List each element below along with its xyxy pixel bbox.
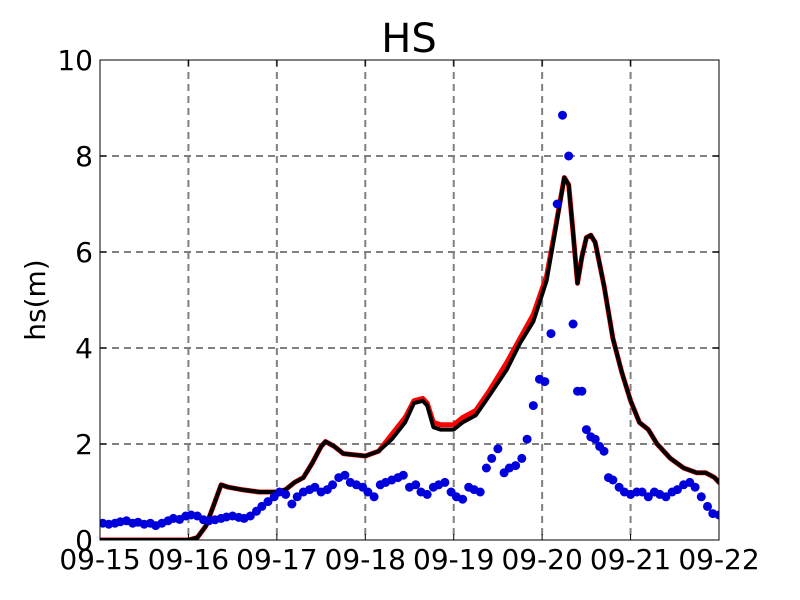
x-tick-label: 09-17	[236, 543, 317, 576]
data-point	[422, 489, 432, 499]
axis-ticks: 09-15 09-16 09-17 09-18 09-19 09-20 09-21 09-22…	[57, 44, 759, 576]
data-point	[608, 475, 618, 485]
data-point	[774, 511, 783, 520]
data-point	[292, 492, 302, 502]
y-tick-label: 2	[75, 428, 93, 461]
x-tick-label: 09-18	[325, 543, 406, 576]
data-point	[637, 487, 647, 497]
data-point	[577, 386, 587, 396]
chart-title: HS	[381, 16, 436, 62]
data-point	[643, 492, 653, 502]
data-point	[672, 485, 682, 495]
data-point	[481, 463, 491, 473]
data-point	[599, 446, 609, 456]
data-point	[703, 501, 712, 511]
data-point	[756, 514, 765, 523]
data-point	[581, 425, 591, 435]
data-point	[768, 509, 777, 518]
data-point	[281, 489, 291, 499]
data-point	[487, 453, 497, 463]
plot-area	[100, 110, 783, 540]
data-point	[511, 461, 521, 471]
data-point	[721, 509, 730, 518]
data-point	[528, 401, 538, 411]
y-tick-label: 6	[75, 236, 93, 269]
data-point	[458, 494, 468, 504]
data-point	[568, 319, 578, 329]
y-tick-label: 8	[75, 140, 93, 173]
data-point	[257, 501, 267, 511]
y-tick-label: 4	[75, 332, 93, 365]
y-tick-label: 0	[75, 524, 93, 557]
data-point	[540, 377, 550, 387]
y-tick-label: 10	[57, 44, 93, 77]
x-tick-label: 09-22	[678, 543, 759, 576]
data-point	[440, 477, 450, 487]
data-point	[369, 492, 379, 502]
grid-lines	[100, 60, 719, 540]
y-axis-label: hs(m)	[19, 259, 52, 340]
data-point	[411, 480, 421, 490]
data-point	[340, 470, 350, 480]
x-tick-label: 09-15	[59, 543, 140, 576]
data-point	[493, 444, 503, 454]
data-point	[552, 199, 562, 209]
data-point	[546, 329, 556, 339]
data-point	[750, 512, 759, 521]
series-group	[100, 110, 783, 540]
data-point	[263, 497, 273, 507]
data-point	[564, 151, 574, 161]
data-point	[696, 492, 706, 502]
x-tick-label: 09-16	[148, 543, 229, 576]
data-point	[398, 470, 408, 480]
data-point	[726, 512, 735, 521]
plot-frame	[99, 59, 720, 541]
x-tick-label: 09-21	[590, 543, 671, 576]
data-point	[475, 487, 485, 497]
data-point	[732, 514, 741, 523]
data-point	[245, 511, 255, 521]
data-point	[690, 482, 700, 492]
data-point	[328, 480, 338, 490]
data-point	[287, 499, 297, 509]
data-point	[761, 512, 770, 521]
data-point	[738, 515, 747, 524]
data-point	[517, 453, 527, 463]
x-tick-label: 09-19	[413, 543, 494, 576]
data-point	[744, 514, 753, 523]
data-point	[590, 434, 600, 444]
data-point	[310, 482, 320, 492]
data-point	[522, 434, 532, 444]
x-tick-label: 09-20	[501, 543, 582, 576]
data-point	[661, 492, 671, 502]
data-point	[714, 510, 719, 520]
data-point	[558, 110, 567, 120]
data-point	[363, 487, 373, 497]
